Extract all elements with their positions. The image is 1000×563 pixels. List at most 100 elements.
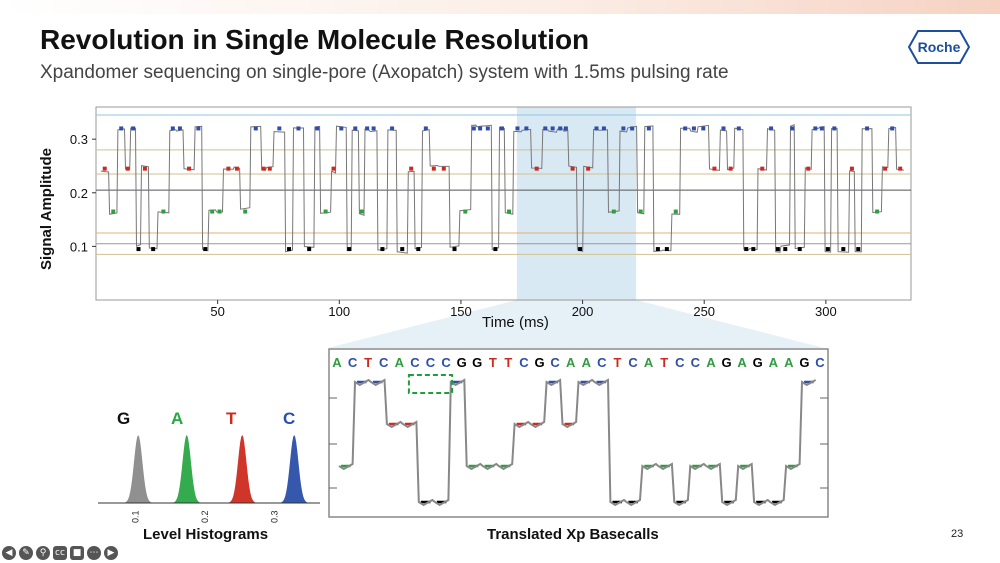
level-marker-G <box>856 247 861 252</box>
level-marker-G <box>664 247 669 252</box>
level-marker-T <box>187 166 192 171</box>
x-tick-label: 50 <box>210 304 224 319</box>
level-marker-C <box>315 126 320 131</box>
histogram-tick-label: 0.2 <box>200 510 210 523</box>
hist-label-A: A <box>171 409 184 428</box>
zoom-guide <box>328 300 824 348</box>
level-marker-G <box>380 247 385 252</box>
basecall-letter: C <box>628 355 638 370</box>
level-marker-C <box>890 126 895 131</box>
level-marker-A <box>875 209 880 214</box>
y-tick-label: 0.2 <box>70 186 88 201</box>
level-marker-G <box>797 247 802 252</box>
level-marker-C <box>478 126 483 131</box>
level-marker-C <box>691 126 696 131</box>
level-marker-G <box>151 247 156 252</box>
level-marker-G <box>136 247 141 252</box>
top-accent-bar <box>0 0 1000 14</box>
forward-icon[interactable]: ▶ <box>104 546 118 560</box>
level-marker-C <box>515 126 520 131</box>
presentation-toolbar: ◀ ✎ ⚲ cc ■ ⋯ ▶ <box>2 546 118 562</box>
x-tick-label: 100 <box>328 304 350 319</box>
basecall-letter: C <box>675 355 685 370</box>
level-marker-A <box>161 209 166 214</box>
level-marker-T <box>586 166 591 171</box>
level-marker-C <box>365 126 370 131</box>
level-marker-A <box>638 209 643 214</box>
level-marker-T <box>898 166 903 171</box>
level-marker-C <box>277 126 282 131</box>
level-marker-C <box>543 126 548 131</box>
level-marker-C <box>119 126 124 131</box>
slide-subtitle: Xpandomer sequencing on single-pore (Axo… <box>40 62 729 83</box>
histogram-peak-G <box>124 435 153 503</box>
level-marker-C <box>471 126 476 131</box>
level-marker-G <box>655 247 660 252</box>
level-marker-T <box>234 166 239 171</box>
basecall-letter: C <box>550 355 560 370</box>
histogram-peak-T <box>228 435 257 503</box>
level-marker-C <box>524 126 529 131</box>
level-marker-T <box>849 166 854 171</box>
basecalls-caption: Translated Xp Basecalls <box>487 526 659 543</box>
level-marker-G <box>841 247 846 252</box>
level-marker-C <box>563 126 568 131</box>
level-marker-G <box>775 247 780 252</box>
level-marker-T <box>226 166 231 171</box>
zoom-icon[interactable]: ⚲ <box>36 546 50 560</box>
level-marker-C <box>170 126 175 131</box>
x-tick-label: 150 <box>450 304 472 319</box>
basecall-letter: A <box>395 355 405 370</box>
basecall-letter: A <box>706 355 716 370</box>
histogram-tick-label: 0.1 <box>131 510 141 523</box>
level-marker-G <box>825 247 830 252</box>
level-marker-C <box>296 126 301 131</box>
level-marker-A <box>243 209 248 214</box>
level-marker-C <box>736 126 741 131</box>
level-marker-T <box>125 166 130 171</box>
basecall-letter: T <box>660 355 668 370</box>
captions-icon[interactable]: cc <box>53 546 67 560</box>
level-marker-G <box>493 247 498 252</box>
level-marker-T <box>534 166 539 171</box>
level-marker-T <box>806 166 811 171</box>
x-axis-label: Time (ms) <box>482 314 549 331</box>
basecall-letter: C <box>519 355 529 370</box>
y-axis-label: Signal Amplitude <box>38 148 55 270</box>
basecall-panel-frame <box>328 348 829 518</box>
more-icon[interactable]: ⋯ <box>87 546 101 560</box>
basecall-letter: G <box>753 355 763 370</box>
camera-icon[interactable]: ■ <box>70 546 84 560</box>
level-marker-T <box>728 166 733 171</box>
hist-label-C: C <box>283 409 296 428</box>
basecall-letter: C <box>410 355 420 370</box>
back-icon[interactable]: ◀ <box>2 546 16 560</box>
level-marker-C <box>594 126 599 131</box>
level-marker-C <box>832 126 837 131</box>
level-marker-C <box>177 126 182 131</box>
x-tick-label: 300 <box>815 304 837 319</box>
level-marker-A <box>217 209 222 214</box>
level-marker-C <box>621 126 626 131</box>
level-marker-A <box>507 209 512 214</box>
level-marker-G <box>203 247 208 252</box>
level-marker-C <box>499 126 504 131</box>
level-marker-T <box>431 166 436 171</box>
basecall-letter: C <box>426 355 436 370</box>
level-marker-C <box>558 126 563 131</box>
basecall-letter: A <box>737 355 747 370</box>
level-marker-C <box>550 126 555 131</box>
basecall-letter: G <box>457 355 467 370</box>
x-tick-label: 200 <box>572 304 594 319</box>
level-marker-C <box>813 126 818 131</box>
level-marker-C <box>371 126 376 131</box>
basecall-letter: G <box>534 355 544 370</box>
level-marker-C <box>353 126 358 131</box>
basecall-letter: C <box>597 355 607 370</box>
pen-icon[interactable]: ✎ <box>19 546 33 560</box>
basecall-letter: A <box>769 355 779 370</box>
level-marker-T <box>760 166 765 171</box>
level-marker-T <box>883 166 888 171</box>
level-marker-C <box>339 126 344 131</box>
